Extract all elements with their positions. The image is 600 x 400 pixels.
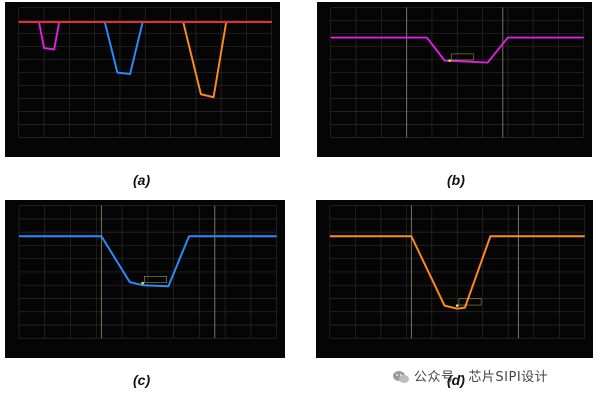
chart-panel-c — [5, 200, 285, 358]
series-line — [19, 235, 277, 288]
data-marker — [455, 304, 459, 308]
chart-svg-c — [18, 205, 277, 339]
caption-c: (c) — [133, 372, 151, 388]
series-line — [330, 36, 584, 64]
chart-panel-d — [316, 200, 593, 358]
marker-box — [451, 53, 474, 61]
caption-b: (b) — [447, 172, 465, 188]
chart-panel-b — [317, 2, 592, 157]
chart-svg-d — [329, 205, 586, 339]
series-line — [329, 235, 585, 310]
chart-panel-a — [5, 2, 280, 157]
chart-svg-a — [18, 7, 273, 138]
marker-box — [144, 276, 167, 283]
caption-a: (a) — [133, 172, 151, 188]
wechat-icon — [393, 371, 409, 383]
marker-box — [458, 298, 482, 306]
data-marker — [141, 281, 145, 285]
chart-svg-b — [330, 7, 585, 138]
watermark-text: 公众号 · 芯片SIPI设计 — [414, 370, 549, 385]
data-marker — [448, 59, 452, 62]
caption-d: (d) — [447, 372, 465, 388]
